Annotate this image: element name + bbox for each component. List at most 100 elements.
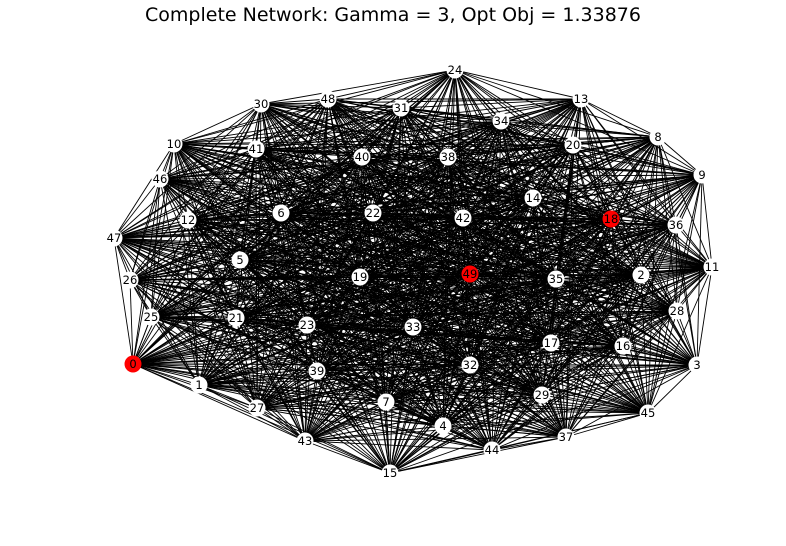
node-circle <box>190 376 208 394</box>
edge-30-40 <box>260 103 363 158</box>
edge-0-41 <box>132 148 257 365</box>
edge-11-37 <box>565 266 713 438</box>
edge-37-49 <box>469 273 567 438</box>
edge-14-30 <box>260 103 534 199</box>
edge-27-32 <box>256 364 471 409</box>
node-2: 2 <box>632 266 650 284</box>
edge-34-37 <box>500 120 567 438</box>
edge-20-34 <box>500 120 574 146</box>
node-16: 16 <box>614 337 632 355</box>
edge-35-44 <box>491 278 557 451</box>
edge-44-49 <box>469 273 493 451</box>
node-0: 0 <box>124 355 142 373</box>
node-label: 28 <box>670 304 685 318</box>
node-circle <box>142 308 160 326</box>
node-38: 38 <box>439 148 457 166</box>
edge-23-34 <box>306 120 502 326</box>
edge-1-27 <box>198 384 258 409</box>
node-33: 33 <box>404 318 422 336</box>
node-11: 11 <box>703 258 721 276</box>
edge-43-48 <box>304 98 329 442</box>
edge-41-46 <box>159 148 257 180</box>
edge-17-38 <box>447 156 552 344</box>
edge-17-46 <box>159 178 552 344</box>
node-41: 41 <box>247 140 265 158</box>
edge-35-41 <box>255 148 557 280</box>
edge-24-41 <box>255 69 456 150</box>
edge-38-41 <box>255 148 449 158</box>
edge-20-33 <box>412 144 574 328</box>
edge-24-30 <box>260 69 456 105</box>
edge-7-47 <box>113 237 387 403</box>
node-circle <box>434 417 452 435</box>
edge-33-43 <box>304 326 414 442</box>
edge-18-24 <box>454 69 612 220</box>
node-24: 24 <box>446 61 464 79</box>
node-label: 43 <box>298 434 313 448</box>
edge-35-38 <box>447 156 557 280</box>
node-label: 29 <box>535 388 550 402</box>
edge-36-40 <box>361 156 677 226</box>
edge-17-43 <box>304 342 552 442</box>
edge-15-48 <box>327 98 391 474</box>
edge-44-46 <box>159 178 493 451</box>
edge-38-47 <box>113 156 449 239</box>
edge-39-45 <box>316 370 649 414</box>
edge-28-36 <box>675 224 678 312</box>
node-label: 14 <box>526 191 541 205</box>
edge-26-27 <box>129 279 258 409</box>
edge-28-47 <box>113 237 678 312</box>
edge-30-34 <box>260 103 502 122</box>
edge-0-43 <box>132 363 306 442</box>
node-label: 20 <box>566 138 581 152</box>
edge-29-42 <box>462 217 543 396</box>
node-circle <box>351 268 369 286</box>
node-39: 39 <box>308 362 326 380</box>
node-circle <box>524 189 542 207</box>
edge-42-47 <box>113 217 464 239</box>
edge-32-46 <box>159 178 471 366</box>
node-label: 22 <box>366 206 381 220</box>
edge-25-27 <box>150 316 258 409</box>
edge-20-24 <box>454 69 574 146</box>
edge-36-45 <box>647 224 677 414</box>
node-label: 19 <box>353 270 368 284</box>
node-17: 17 <box>542 334 560 352</box>
edge-34-41 <box>255 120 502 150</box>
node-29: 29 <box>533 386 551 404</box>
node-label: 15 <box>383 466 398 480</box>
node-circle <box>151 170 169 188</box>
node-circle <box>231 251 249 269</box>
edge-43-44 <box>304 440 493 451</box>
node-label: 6 <box>277 206 284 220</box>
edge-39-42 <box>316 217 464 372</box>
edge-22-26 <box>129 212 374 281</box>
node-label: 9 <box>698 168 705 182</box>
figure-title: Complete Network: Gamma = 3, Opt Obj = 1… <box>145 4 641 26</box>
node-circle <box>639 404 657 422</box>
edge-27-37 <box>256 407 567 438</box>
node-label: 7 <box>382 395 389 409</box>
edge-13-18 <box>580 98 612 220</box>
node-label: 18 <box>604 212 619 226</box>
edge-35-42 <box>462 217 557 280</box>
node-13: 13 <box>572 90 590 108</box>
node-circle <box>248 399 266 417</box>
edge-34-42 <box>462 120 502 219</box>
edge-1-15 <box>198 384 391 474</box>
node-label: 35 <box>549 272 564 286</box>
edge-32-48 <box>327 98 471 366</box>
edge-23-40 <box>306 156 363 326</box>
edge-10-24 <box>173 69 456 145</box>
node-circle <box>649 128 667 146</box>
edge-33-46 <box>159 178 414 328</box>
edge-34-38 <box>447 120 502 158</box>
node-label: 11 <box>705 260 720 274</box>
edge-45-47 <box>113 237 649 414</box>
edge-27-46 <box>159 178 258 409</box>
edge-11-45 <box>647 266 713 414</box>
node-label: 40 <box>355 150 370 164</box>
edge-41-44 <box>255 148 493 451</box>
